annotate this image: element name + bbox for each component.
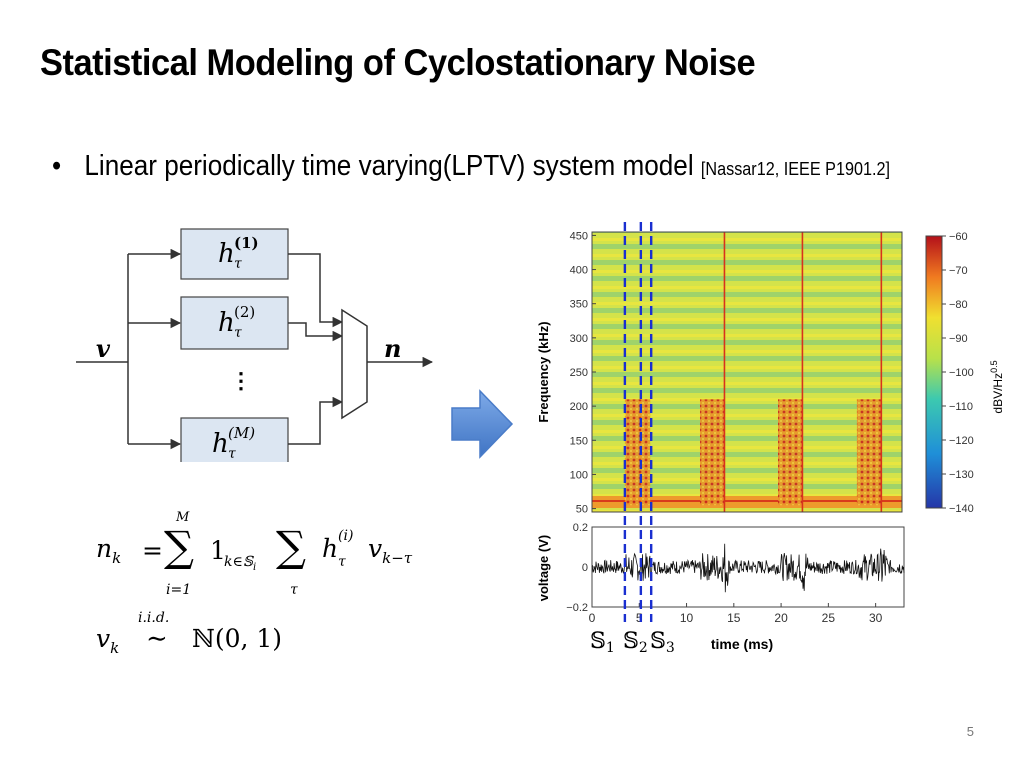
waveform-xlabel: time (ms) xyxy=(711,636,773,652)
segment-label-2: 𝕊2 xyxy=(623,629,648,656)
colorbar-tick-label: −90 xyxy=(949,333,968,345)
filter-sub-1: τ xyxy=(234,256,242,272)
eq-n: n xyxy=(96,534,113,563)
waveform-xtick-label: 20 xyxy=(774,611,788,625)
filter-box-2 xyxy=(180,296,289,350)
eq-iid: i.i.d. xyxy=(138,610,170,626)
mux-line-2 xyxy=(288,322,344,342)
filter-label-2: h xyxy=(218,308,235,338)
spectrogram-ytick-label: 200 xyxy=(570,401,588,413)
colorbar-tick-label: −120 xyxy=(949,435,974,447)
colorbar-tick-label: −110 xyxy=(949,401,973,413)
filter-sup-1: (1) xyxy=(234,234,259,252)
filter-sup-m: (M) xyxy=(228,424,255,442)
waveform-ylabel: voltage (V) xyxy=(536,535,551,601)
eq-vk-sub: k xyxy=(110,639,120,657)
filter-dots: ⋮ xyxy=(230,368,252,393)
eq-h-sub: τ xyxy=(338,554,346,570)
spectrogram-ytick-label: 400 xyxy=(570,265,588,277)
filter-box-m xyxy=(180,417,289,462)
bullet-text: Linear periodically time varying(LPTV) s… xyxy=(84,150,694,182)
filter-sub-2: τ xyxy=(234,325,242,341)
eq-dist: ℕ(0, 1) xyxy=(192,624,283,653)
filter-label-1: h xyxy=(218,239,235,269)
filter-box-1 xyxy=(180,228,289,280)
eq-sum-sign-2: ∑ xyxy=(276,522,306,571)
colorbar-tick-label: −140 xyxy=(949,503,974,515)
waveform-xtick-label: 30 xyxy=(869,611,883,625)
output-label: n xyxy=(384,334,401,363)
mux-line-m xyxy=(288,396,344,445)
spectrogram-ytick-label: 100 xyxy=(570,469,588,481)
spectrogram-ytick-label: 300 xyxy=(570,333,588,345)
eq-v-sub: k−τ xyxy=(382,549,413,567)
segment-label-1: 𝕊1 xyxy=(590,629,615,656)
eq-indicator: 1 xyxy=(210,536,226,565)
slide-title: Statistical Modeling of Cyclostationary … xyxy=(40,42,756,83)
eq-sum-sign-1: ∑ xyxy=(164,522,194,571)
spectrogram-ytick-label: 450 xyxy=(570,230,588,242)
waveform-ytick-label: 0 xyxy=(582,562,588,574)
waveform-ytick-label: 0.2 xyxy=(573,522,588,534)
colorbar-tick-label: −80 xyxy=(949,299,968,311)
eq-vk: v xyxy=(96,624,111,653)
colorbar-tick-label: −70 xyxy=(949,265,968,277)
burst-region-3 xyxy=(778,399,803,506)
waveform-xtick-label: 0 xyxy=(589,611,596,625)
multiplexer xyxy=(341,308,368,420)
eq-indicator-sub: k∈𝕊 xyxy=(224,554,253,570)
waveform-xtick-label: 25 xyxy=(822,611,836,625)
eq-h-sup: (i) xyxy=(338,528,354,544)
mux-line-1 xyxy=(288,253,344,328)
spectrogram-ytick-label: 150 xyxy=(570,435,588,447)
waveform-xtick-label: 10 xyxy=(680,611,694,625)
bullet-reference: [Nassar12, IEEE P1901.2] xyxy=(700,159,890,179)
equation-iid: vk i.i.d. ∼ ℕ(0, 1) xyxy=(96,610,396,660)
waveform-ytick-label: −0.2 xyxy=(566,602,588,614)
input-label: v xyxy=(96,334,111,363)
eq-n-sub: k xyxy=(112,549,122,567)
spectrogram-ytick-label: 50 xyxy=(576,504,588,516)
filter-sub-m: τ xyxy=(228,446,236,462)
waveform-trace xyxy=(591,543,905,593)
colorbar-tick-label: −60 xyxy=(949,231,968,243)
bullet-item: • Linear periodically time varying(LPTV) … xyxy=(52,150,890,183)
block-diagram: v h (1) τ h (2) τ ⋮ h (M) τ n xyxy=(76,228,434,462)
colorbar-tick-label: −130 xyxy=(949,469,974,481)
burst-region-4 xyxy=(856,399,882,506)
eq-tilde: ∼ xyxy=(146,624,168,654)
colorbar-tick-label: −100 xyxy=(949,367,974,379)
spectrogram-ylabel: Frequency (kHz) xyxy=(536,321,551,422)
filter-label-m: h xyxy=(212,429,229,459)
right-arrow-icon xyxy=(451,389,514,459)
spectrogram-ytick-label: 350 xyxy=(570,299,588,311)
colorbar xyxy=(925,235,943,509)
eq-sum-bottom: i=1 xyxy=(166,582,192,598)
waveform-xtick-label: 15 xyxy=(727,611,741,625)
bullet-dot: • xyxy=(52,150,62,182)
waveform-xtick-label: 5 xyxy=(636,611,643,625)
segment-label-3: 𝕊3 xyxy=(650,629,675,656)
colorbar-label: dBV/Hz0.5 xyxy=(989,360,1005,413)
eq-sum-top: M xyxy=(176,510,190,525)
eq-v: v xyxy=(368,534,383,563)
burst-region-1 xyxy=(624,399,651,506)
burst-region-2 xyxy=(700,399,725,506)
eq-indicator-sub2: i xyxy=(252,561,257,573)
spectrogram-ytick-label: 250 xyxy=(570,367,588,379)
equation-lptv: nk = M ∑ i=1 1 k∈𝕊i ∑ τ h (i) τ vk−τ xyxy=(96,510,413,598)
filter-sup-2: (2) xyxy=(234,303,255,321)
page-number: 5 xyxy=(966,724,974,739)
eq-sum2-bottom: τ xyxy=(290,582,298,598)
eq-h: h xyxy=(322,534,339,563)
